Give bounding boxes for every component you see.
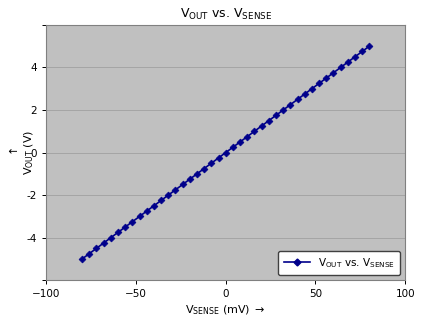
X-axis label: $\mathregular{V_{SENSE}}$ (mV) $\rightarrow$: $\mathregular{V_{SENSE}}$ (mV) $\rightar… [185, 304, 266, 317]
Title: $\mathregular{V_{OUT}}$ vs. $\mathregular{V_{SENSE}}$: $\mathregular{V_{OUT}}$ vs. $\mathregula… [180, 7, 272, 22]
Y-axis label: $\uparrow$
$\mathregular{V_{OUT}}$ (V): $\uparrow$ $\mathregular{V_{OUT}}$ (V) [7, 130, 35, 175]
Legend: $\mathregular{V_{OUT}}$ vs. $\mathregular{V_{SENSE}}$: $\mathregular{V_{OUT}}$ vs. $\mathregula… [279, 251, 400, 275]
